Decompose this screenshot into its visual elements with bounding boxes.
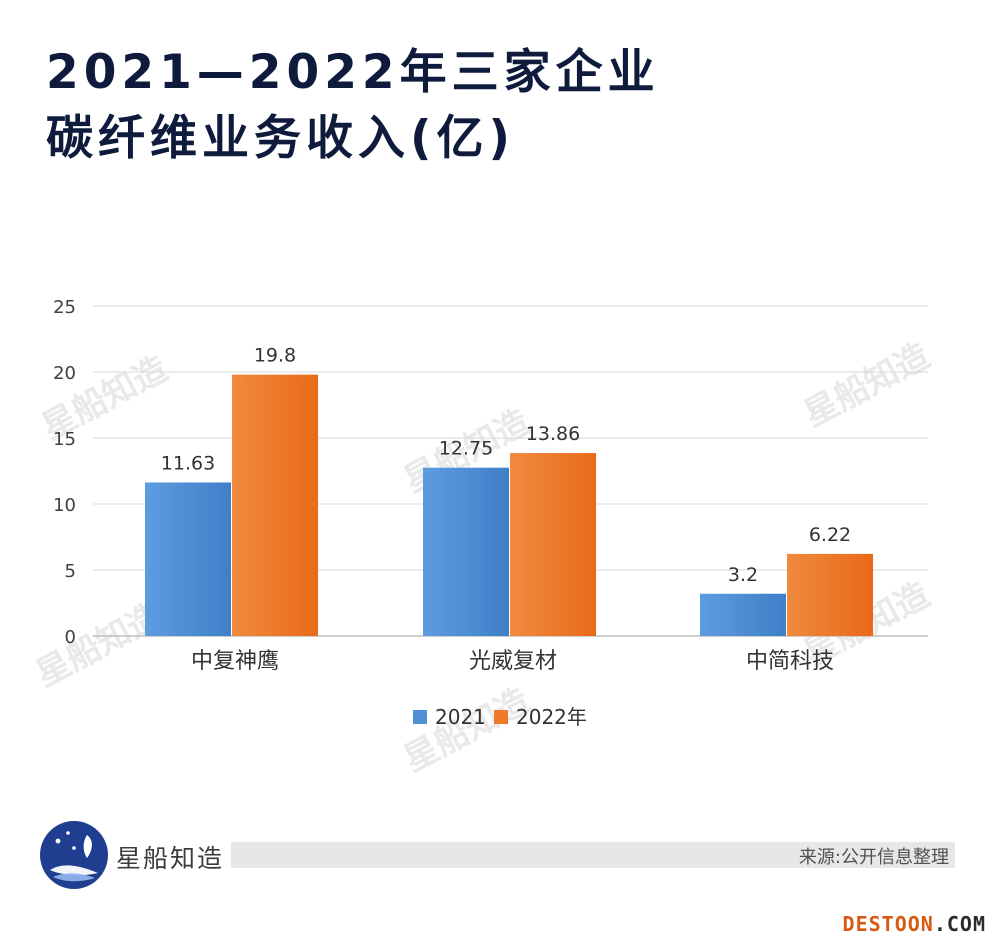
data-label-0-1: 12.75 — [439, 438, 493, 460]
chart-title-line-1: 2021—2022年三家企业 — [46, 45, 660, 100]
watermark-text-2: 星船知造 — [797, 336, 936, 435]
bar-0-2 — [700, 593, 786, 636]
x-category-label-0: 中复神鹰 — [191, 649, 279, 674]
source-bar: 来源:公开信息整理 — [231, 842, 955, 868]
legend-label-0: 2021 — [435, 705, 486, 729]
legend-swatch-0 — [413, 710, 427, 724]
data-label-0-0: 11.63 — [161, 452, 215, 474]
legend-swatch-1 — [494, 710, 508, 724]
bar-1-0 — [232, 374, 318, 636]
brand-logo-icon — [40, 821, 108, 889]
chart-title: 2021—2022年三家企业 碳纤维业务收入(亿) — [46, 40, 806, 172]
y-tick-label-0: 0 — [65, 627, 76, 648]
y-tick-label-20: 20 — [53, 363, 76, 384]
site-watermark-main: DESTOON — [842, 912, 934, 936]
y-tick-label-5: 5 — [65, 561, 76, 582]
chart-title-line-2: 碳纤维业务收入(亿) — [46, 111, 515, 166]
site-watermark: DESTOON.COM — [843, 912, 986, 936]
data-label-0-2: 3.2 — [728, 564, 758, 586]
y-tick-label-15: 15 — [53, 429, 76, 450]
bar-0-0 — [145, 482, 231, 636]
bar-1-2 — [787, 553, 873, 636]
data-label-1-1: 13.86 — [526, 423, 580, 445]
y-tick-label-10: 10 — [53, 495, 76, 516]
site-watermark-suffix: .COM — [933, 912, 986, 936]
legend-label-1: 2022年 — [516, 705, 587, 729]
bar-1-1 — [510, 453, 596, 636]
source-note: 来源:公开信息整理 — [798, 847, 949, 868]
y-tick-label-25: 25 — [53, 297, 76, 318]
x-category-label-2: 中简科技 — [746, 649, 834, 674]
watermark-text-4: 星船知造 — [397, 681, 536, 780]
bar-0-1 — [423, 467, 509, 636]
brand-name: 星船知造 — [116, 844, 225, 873]
data-label-1-2: 6.22 — [809, 524, 851, 546]
data-label-1-0: 19.8 — [254, 345, 296, 367]
x-category-label-1: 光威复材 — [469, 649, 557, 674]
